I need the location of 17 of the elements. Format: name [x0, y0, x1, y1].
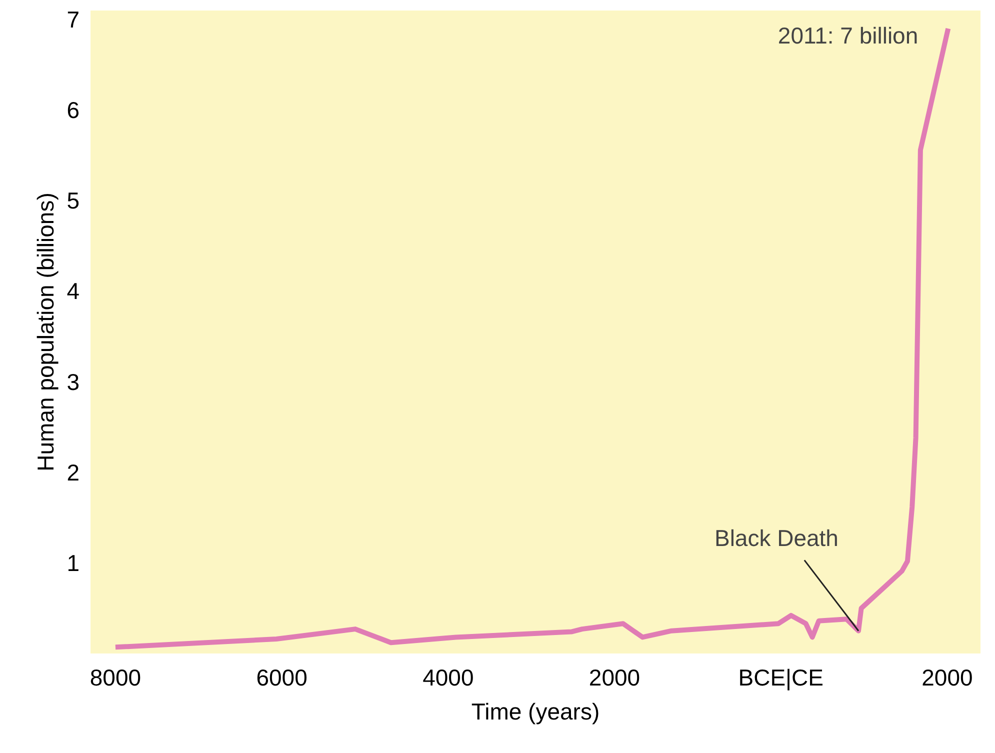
- y-axis-title: Human population (billions): [32, 192, 59, 472]
- x-axis-title: Time (years): [471, 698, 600, 724]
- y-tick-label: 6: [66, 97, 80, 124]
- x-tick-label: 4000: [422, 664, 474, 690]
- y-tick-label: 4: [66, 278, 80, 304]
- y-tick-label: 7: [66, 6, 80, 33]
- y-tick-label: 5: [66, 188, 80, 214]
- x-tick-label: 2000: [588, 664, 640, 690]
- annotation: 2011: 7 billion: [778, 22, 918, 49]
- x-tick-label: 8000: [90, 664, 142, 690]
- x-tick-label: 6000: [256, 664, 308, 690]
- y-tick-label: 2: [66, 459, 80, 486]
- y-tick-label: 3: [66, 368, 80, 395]
- annotation: Black Death: [714, 524, 838, 551]
- y-tick-label: 1: [66, 550, 80, 576]
- x-tick-label: 2000: [922, 664, 973, 690]
- x-tick-label: BCE|CE: [738, 664, 824, 690]
